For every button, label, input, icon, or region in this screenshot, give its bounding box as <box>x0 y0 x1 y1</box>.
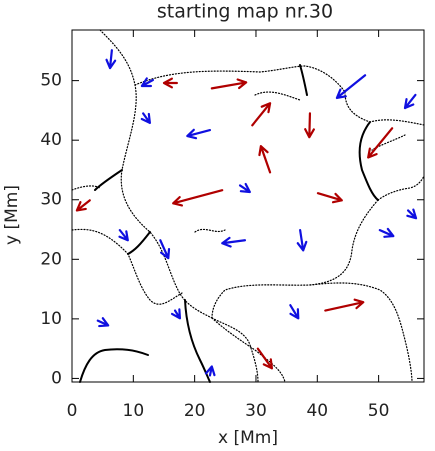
y-tick-label: 20 <box>40 249 62 269</box>
arrow <box>118 229 129 242</box>
arrow <box>289 304 300 320</box>
y-tick-label: 10 <box>40 309 62 329</box>
arrow <box>172 189 224 207</box>
arrow <box>159 239 171 260</box>
arrow <box>406 208 418 220</box>
arrow <box>258 145 272 174</box>
granulation-network <box>71 29 425 383</box>
arrow <box>75 199 91 212</box>
y-tick-label: 40 <box>40 130 62 150</box>
arrow <box>251 102 272 127</box>
y-tick-label: 30 <box>40 190 62 210</box>
plot-frame <box>71 29 425 383</box>
arrow <box>378 227 395 238</box>
arrow <box>186 128 212 140</box>
arrow <box>367 127 394 159</box>
x-tick-label: 30 <box>245 401 267 421</box>
y-tick-label: 50 <box>40 71 62 91</box>
arrow <box>162 77 178 89</box>
arrow <box>96 317 110 328</box>
x-tick-label: 40 <box>306 401 328 421</box>
arrow <box>304 112 315 139</box>
x-tick-label: 0 <box>67 401 78 421</box>
arrow <box>140 112 151 125</box>
x-tick-label: 50 <box>368 401 390 421</box>
arrow <box>403 93 417 110</box>
arrow <box>221 236 247 248</box>
arrow <box>256 347 274 370</box>
x-tick-label: 10 <box>123 401 145 421</box>
y-tick-label: 0 <box>51 368 62 388</box>
arrow <box>324 298 365 312</box>
arrow <box>316 192 343 204</box>
arrow <box>238 182 251 194</box>
arrow <box>140 77 155 88</box>
x-tick-label: 20 <box>184 401 206 421</box>
arrow <box>296 229 308 252</box>
y-axis-label: y [Mm] <box>2 185 22 245</box>
arrow <box>210 78 248 90</box>
chart-title: starting map nr.30 <box>157 1 333 23</box>
arrow <box>170 308 182 320</box>
arrow <box>105 49 117 70</box>
arrow <box>335 74 367 99</box>
arrow <box>204 365 216 377</box>
x-axis-label: x [Mm] <box>218 428 278 448</box>
